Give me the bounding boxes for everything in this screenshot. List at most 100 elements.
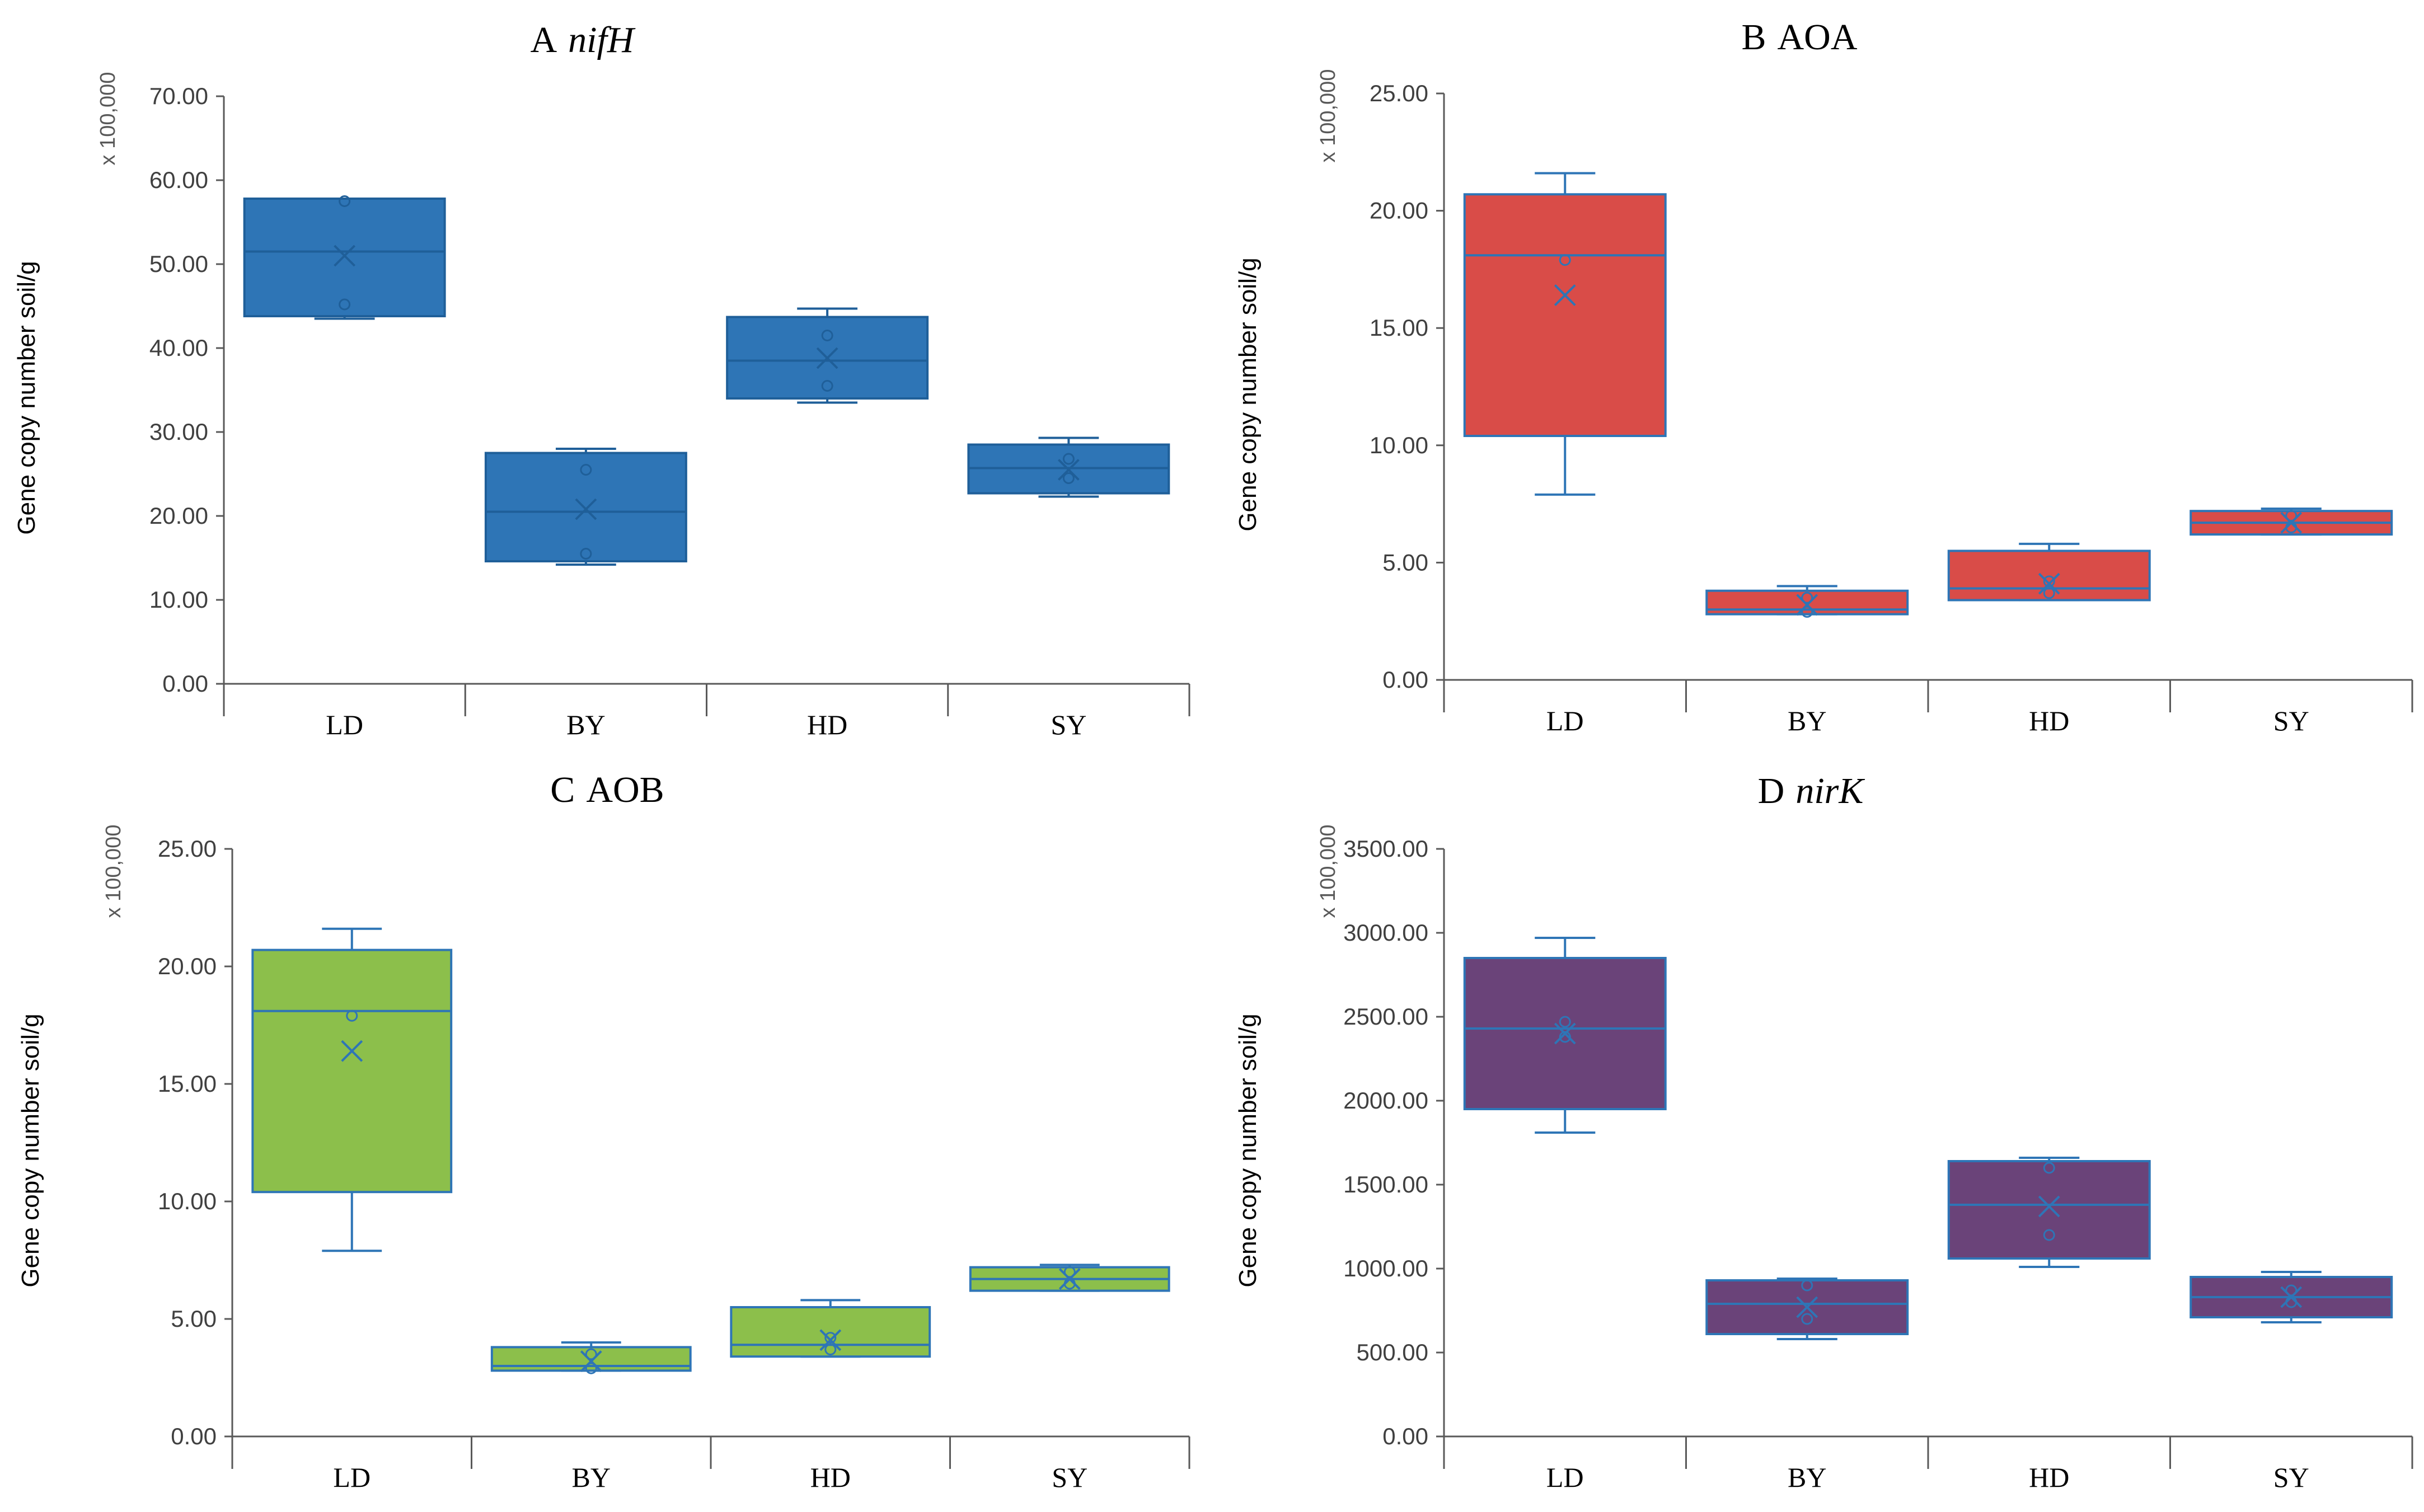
data-point [821, 330, 833, 341]
x-tick-label: HD [807, 709, 847, 740]
x-tick-label: HD [2029, 705, 2069, 736]
data-point [1559, 1031, 1571, 1043]
box-hd [1947, 1157, 2151, 1268]
y-tick-label: 3000.00 [1343, 919, 1428, 946]
mean-marker [1796, 594, 1818, 616]
mean-marker [2038, 1195, 2060, 1218]
y-axis-title: Gene copy number soil/g [1234, 1013, 1262, 1287]
iqr-box [1947, 1160, 2151, 1260]
data-point [2043, 587, 2055, 599]
data-point [1801, 1313, 1813, 1325]
y-axis-scale-note: x 100,000 [1316, 69, 1340, 163]
mean-marker [819, 1329, 842, 1351]
x-tick-label: SY [2273, 705, 2309, 736]
y-axis-title: Gene copy number soil/g [1234, 257, 1262, 531]
data-point [585, 1362, 597, 1374]
y-tick-label: 1500.00 [1343, 1171, 1428, 1198]
x-tick-label: LD [1546, 705, 1584, 736]
mean-marker [2280, 1286, 2303, 1308]
y-tick-label: 60.00 [149, 167, 208, 193]
box-by [1705, 1278, 1909, 1340]
y-tick-label: 10.00 [1370, 432, 1428, 458]
mean-marker [334, 245, 356, 267]
y-tick-label: 0.00 [171, 1423, 217, 1449]
x-tick-label: SY [1051, 709, 1086, 740]
data-point [1801, 1279, 1813, 1292]
y-tick-label: 5.00 [171, 1306, 217, 1332]
y-tick-label: 10.00 [149, 586, 208, 613]
box-hd [726, 307, 929, 404]
y-axis-scale-note: x 100,000 [102, 825, 125, 918]
y-tick-label: 10.00 [158, 1188, 217, 1214]
box-by [490, 1341, 692, 1374]
mean-marker [1554, 1022, 1576, 1045]
x-tick-label: BY [1788, 705, 1826, 736]
box-by [484, 448, 687, 566]
y-tick-label: 0.00 [162, 670, 208, 697]
y-tick-label: 2000.00 [1343, 1087, 1428, 1114]
data-point [2285, 1284, 2298, 1297]
data-point [821, 380, 833, 392]
y-tick-label: 500.00 [1357, 1339, 1428, 1365]
x-tick-label: BY [566, 709, 605, 740]
box-ld [1463, 172, 1667, 496]
x-tick-label: HD [810, 1462, 851, 1493]
data-point [2043, 575, 2055, 588]
data-point [1062, 453, 1075, 465]
iqr-box [1463, 193, 1667, 438]
data-point [585, 1348, 597, 1360]
y-tick-label: 50.00 [149, 251, 208, 277]
data-point [2043, 1229, 2055, 1241]
box-ld [243, 195, 446, 320]
y-tick-label: 15.00 [158, 1070, 217, 1097]
box-sy [2189, 507, 2393, 536]
iqr-box [484, 452, 687, 562]
y-tick-label: 0.00 [1382, 1423, 1428, 1449]
y-tick-label: 0.00 [1382, 666, 1428, 693]
data-point [824, 1344, 837, 1356]
y-tick-label: 70.00 [149, 83, 208, 109]
iqr-box [243, 198, 446, 317]
mean-marker [1057, 459, 1080, 481]
data-point [1062, 472, 1075, 484]
mean-marker [816, 347, 838, 369]
mean-marker [580, 1350, 602, 1373]
y-tick-label: 20.00 [158, 953, 217, 979]
data-point [2043, 1162, 2055, 1174]
panel-b-aoa-chart: B AOA 0.00 5.00 10.00 15.00 20.00 25.00 LD BY HD S… [1234, 17, 2413, 736]
y-axis-scale-note: x 100,000 [1316, 825, 1340, 918]
y-tick-label: 20.00 [149, 503, 208, 529]
data-point [1801, 591, 1813, 604]
x-tick-label: LD [333, 1462, 371, 1493]
mean-marker [2280, 511, 2303, 534]
data-point [824, 1332, 837, 1344]
y-tick-label: 15.00 [1370, 314, 1428, 341]
box-ld [251, 927, 453, 1252]
box-sy [969, 1264, 1170, 1292]
box-hd [730, 1299, 931, 1358]
x-tick-label: HD [2029, 1462, 2069, 1493]
data-point [1559, 254, 1571, 266]
x-tick-label: LD [326, 709, 363, 740]
y-tick-label: 5.00 [1382, 549, 1428, 575]
mean-marker [1058, 1268, 1081, 1290]
iqr-box [251, 948, 453, 1194]
x-tick-label: LD [1546, 1462, 1584, 1493]
data-point [346, 1009, 358, 1022]
data-point [339, 298, 351, 311]
x-tick-label: SY [2273, 1462, 2309, 1493]
y-tick-label: 2500.00 [1343, 1003, 1428, 1030]
x-tick-label: BY [572, 1462, 611, 1493]
y-tick-label: 25.00 [158, 835, 217, 862]
y-tick-label: 25.00 [1370, 80, 1428, 106]
x-tick-label: BY [1788, 1462, 1826, 1493]
mean-marker [1554, 284, 1576, 306]
x-tick-label: SY [1052, 1462, 1087, 1493]
mean-marker [2038, 572, 2060, 595]
panel-c-aob-chart: C AOB 0.00 5.00 10.00 15.00 20.00 25.00 LD BY HD S… [17, 769, 1190, 1493]
data-point [1801, 605, 1813, 618]
